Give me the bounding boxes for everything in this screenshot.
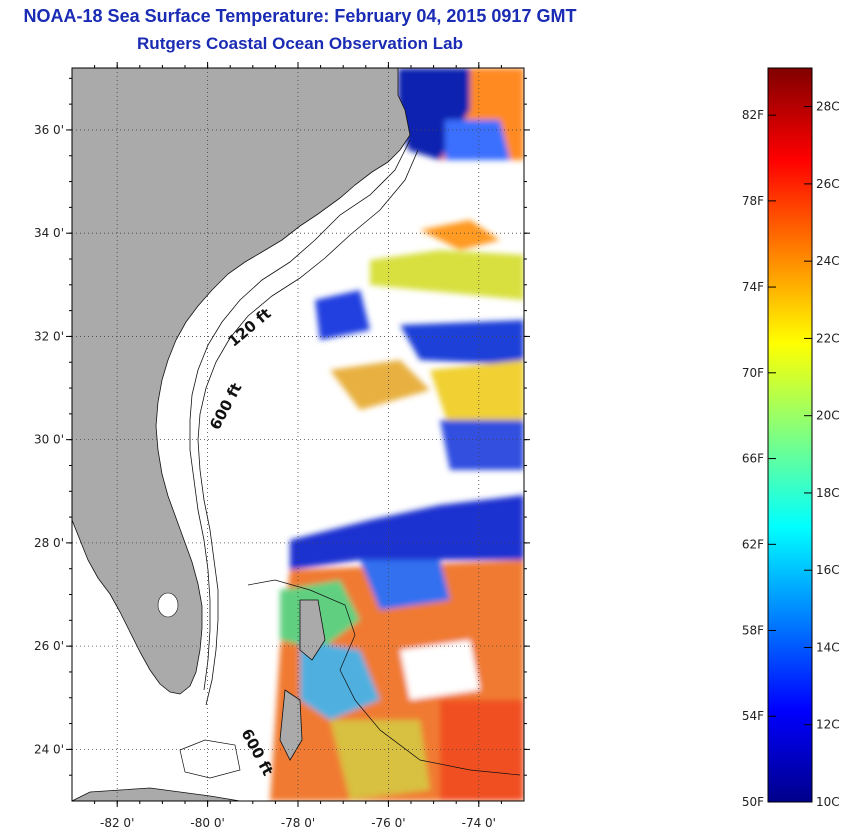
colorbar-f-label: 58F [742,623,764,637]
colorbar-f-label: 62F [742,537,764,551]
lon-tick-label: -76 0' [371,816,405,830]
bahamas-island [299,599,326,661]
colorbar-ticks: 50F 54F 58F 62F 66F 70F 74F 78F 82F 10C 12C 14C 16C 1… [742,100,840,809]
lon-tick-label: -80 0' [190,816,224,830]
lon-tick-label: -82 0' [100,816,134,830]
lat-tick-label: 36 0' [34,123,64,137]
cuba-coast [72,787,241,801]
colorbar-c-label: 22C [816,331,840,345]
lon-tick-label: -74 0' [462,816,496,830]
colorbar-c-label: 16C [816,563,840,577]
colorbar-c-label: 14C [816,640,840,654]
colorbar-f-label: 78F [742,194,764,208]
colorbar-f-label: 70F [742,366,764,380]
lon-tick-label: -78 0' [281,816,315,830]
colorbar-c-label: 20C [816,409,840,423]
colorbar-c-label: 28C [816,100,840,114]
lat-tick-label: 26 0' [34,639,64,653]
axis-ticks: 24 0' 26 0' 28 0' 30 0' 32 0' 34 0' 36 0' -82 0… [34,62,530,830]
colorbar-gradient [767,67,813,803]
map-title: NOAA-18 Sea Surface Temperature: Februar… [23,6,577,26]
lat-tick-label: 24 0' [34,742,64,756]
colorbar-f-label: 66F [742,452,764,466]
colorbar-f-label: 50F [742,795,764,809]
bahamas-island [279,689,303,761]
lat-tick-label: 32 0' [34,329,64,343]
colorbar-c-label: 12C [816,718,840,732]
isobath-keys [179,739,241,779]
grid-lines [72,68,524,801]
lat-tick-label: 30 0' [34,433,64,447]
colorbar-f-label: 82F [742,108,764,122]
colorbar-c-label: 24C [816,254,840,268]
isobath-600ft [197,149,419,706]
colorbar-f-label: 74F [742,280,764,294]
lake-okeechobee [157,592,179,618]
isobath-bahamas [247,579,521,776]
lat-tick-label: 34 0' [34,226,64,240]
colorbar-c-label: 26C [816,177,840,191]
map-subtitle: Rutgers Coastal Ocean Observation Lab [137,34,463,53]
sst-data-layer [270,68,524,801]
isobath-120ft [189,139,411,691]
lat-tick-label: 28 0' [34,536,64,550]
land-mass [72,68,411,695]
colorbar-f-label: 54F [742,709,764,723]
colorbar-c-label: 10C [816,795,840,809]
colorbar-c-label: 18C [816,486,840,500]
